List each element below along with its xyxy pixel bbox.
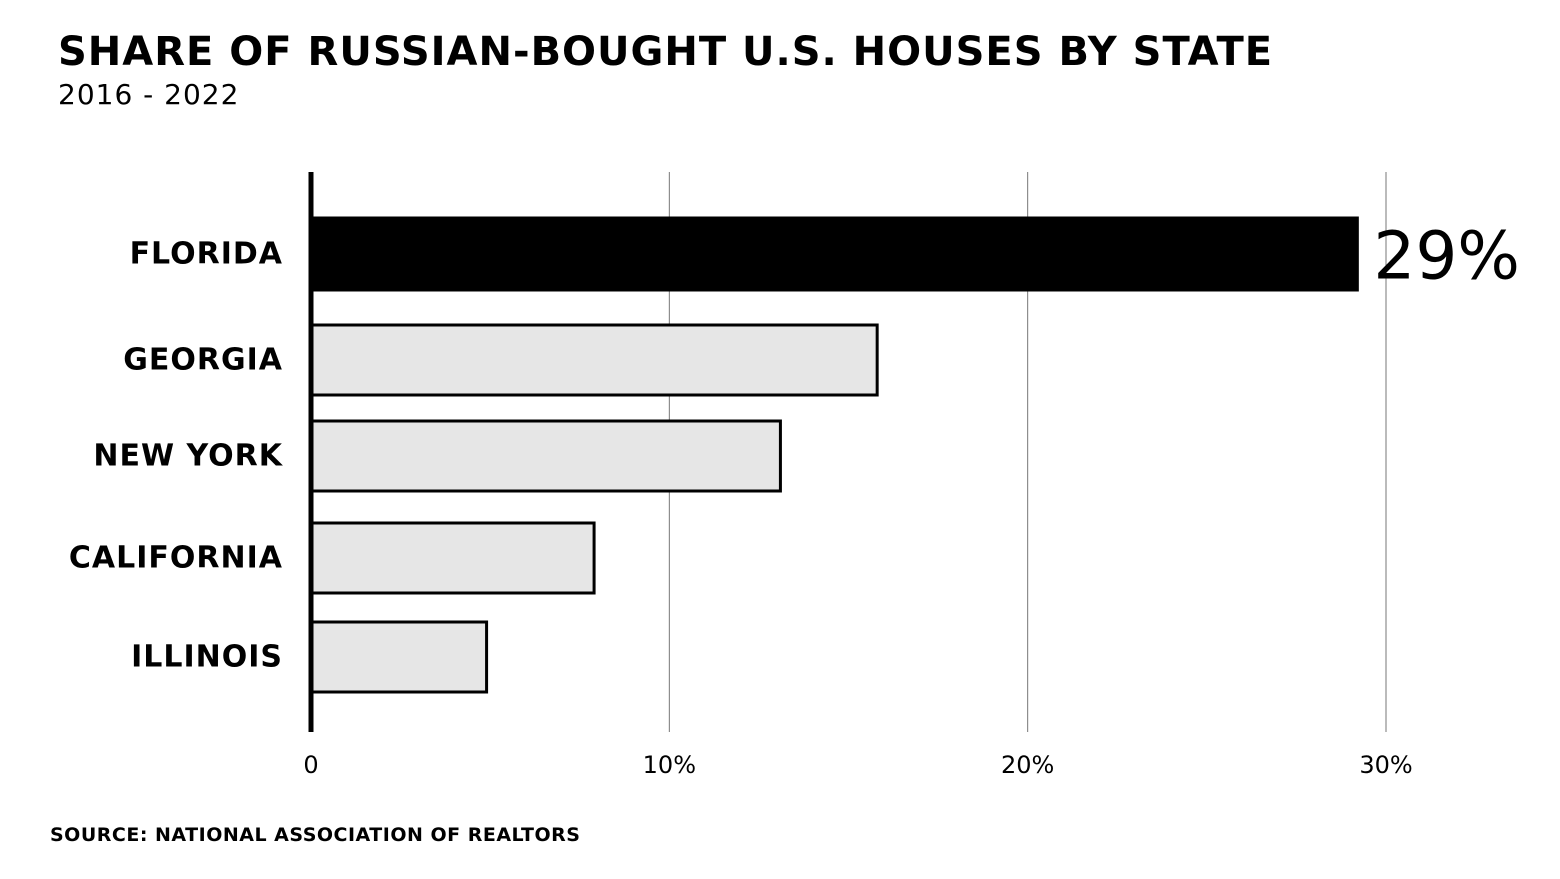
category-label: ILLINOIS [131, 640, 283, 675]
bar [309, 620, 489, 694]
category-label: GEORGIA [123, 343, 283, 378]
category-label: FLORIDA [130, 237, 283, 272]
category-label: CALIFORNIA [69, 541, 283, 576]
source-note: SOURCE: NATIONAL ASSOCIATION OF REALTORS [50, 824, 581, 846]
x-tick-label: 20% [1001, 751, 1054, 779]
x-tick-label: 10% [643, 751, 696, 779]
value-label: 29% [1373, 218, 1520, 295]
category-label: NEW YORK [93, 439, 283, 474]
bar [309, 521, 596, 595]
bar [309, 419, 782, 493]
chart-title: SHARE OF RUSSIAN-BOUGHT U.S. HOUSES BY S… [58, 29, 1274, 75]
bar [309, 323, 879, 397]
bar-highlight [309, 216, 1359, 292]
x-tick-label: 30% [1359, 751, 1412, 779]
chart-subtitle: 2016 - 2022 [58, 78, 240, 111]
x-tick-label: 0 [303, 751, 318, 779]
